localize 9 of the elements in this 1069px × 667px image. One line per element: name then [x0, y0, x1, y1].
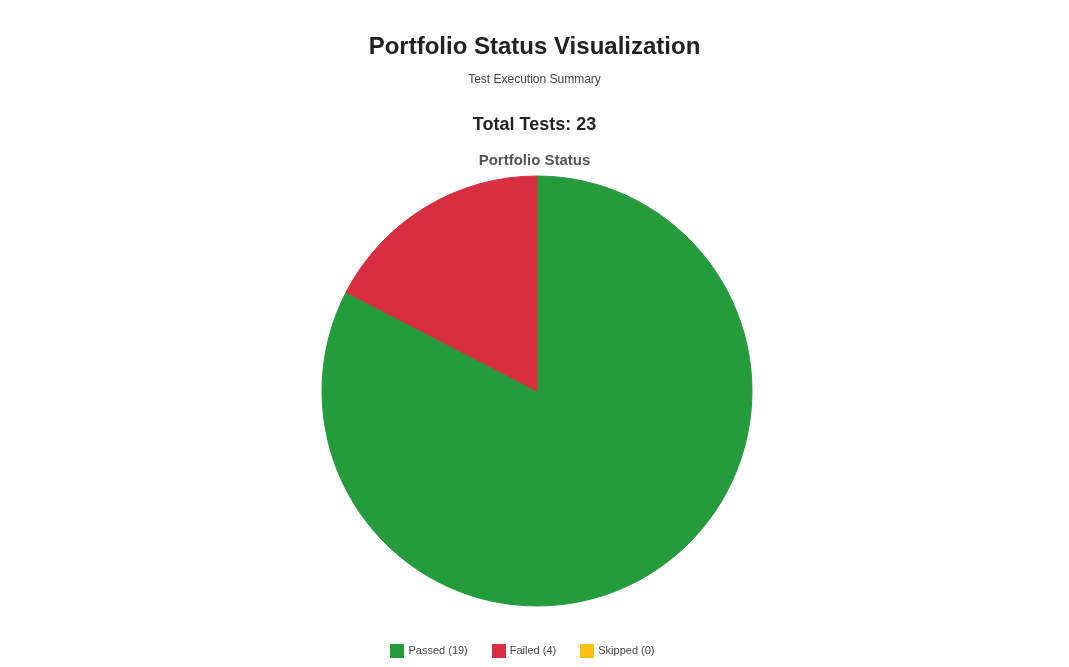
legend-label: Failed (4) [509, 643, 557, 656]
chart-subtitle: Test Execution Summary [467, 72, 602, 86]
legend-label: Skipped (0) [598, 643, 655, 656]
text: Total Tests: 23 [471, 114, 598, 135]
pie-slice [345, 175, 538, 392]
text: Portfolio Status [477, 151, 592, 168]
chart-title: Portfolio Status Visualization [367, 31, 702, 60]
legend-label: Passed (19) [408, 643, 468, 656]
pie-slice [321, 175, 753, 607]
